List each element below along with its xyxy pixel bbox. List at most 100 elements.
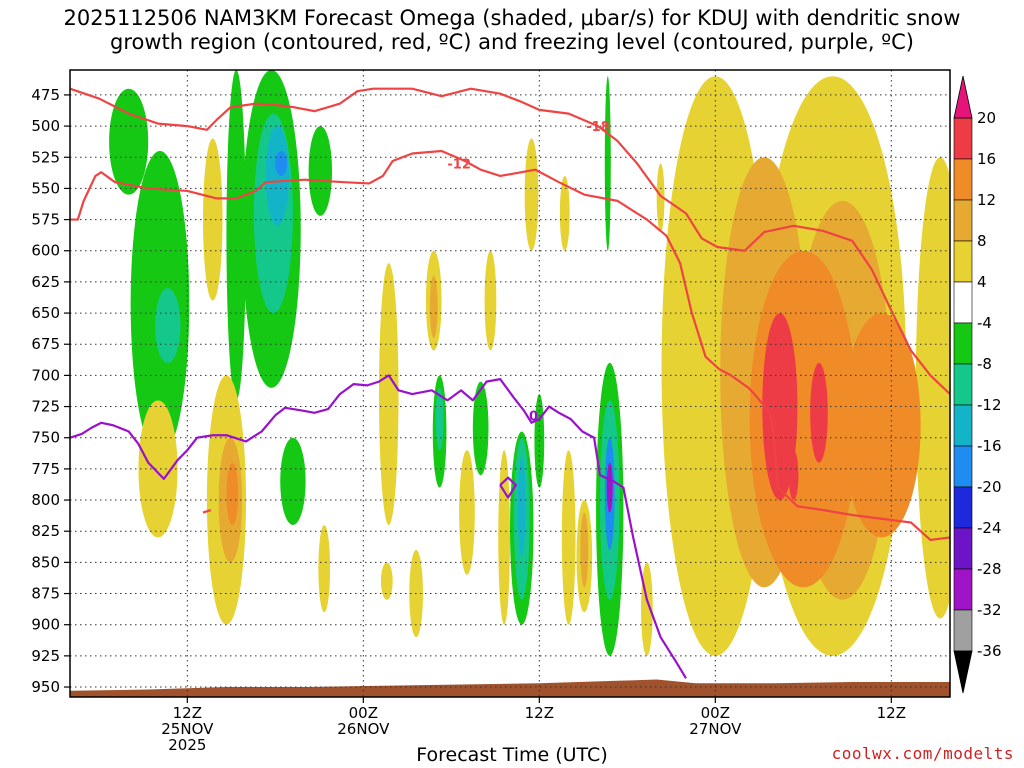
y-tick-label: 550 — [31, 179, 60, 197]
omega-region — [656, 163, 665, 233]
x-axis-title: Forecast Time (UTC) — [416, 744, 608, 766]
x-tick-label: 26NOV — [337, 720, 390, 738]
omega-region — [484, 250, 497, 351]
y-tick-label: 750 — [31, 429, 60, 447]
x-tick-label: 00Z — [349, 704, 378, 722]
x-tick-label: 12Z — [877, 704, 906, 722]
y-tick-label: 600 — [31, 242, 60, 260]
colorbar-label: 12 — [977, 191, 996, 209]
omega-region — [429, 275, 438, 339]
terrain-surface — [70, 679, 950, 697]
colorbar-label: -36 — [977, 642, 1002, 660]
omega-region — [472, 381, 489, 476]
colorbar-bin — [953, 158, 973, 201]
omega-region — [435, 387, 444, 451]
colorbar-label: -24 — [977, 519, 1002, 537]
colorbar-label: 20 — [977, 109, 996, 127]
colorbar-bin — [953, 568, 973, 611]
colorbar-bin — [953, 363, 973, 406]
y-tick-label: 675 — [31, 335, 60, 353]
omega-region — [559, 175, 570, 251]
x-tick-label: 12Z — [525, 704, 554, 722]
colorbar-label: -28 — [977, 560, 1002, 578]
colorbar-label: 4 — [977, 273, 987, 291]
omega-region — [318, 524, 331, 613]
omega-region — [524, 138, 539, 251]
omega-region — [155, 288, 181, 363]
dgz-contour — [202, 508, 212, 514]
chart-title-line-2: growth region (contoured, red, ºC) and f… — [110, 30, 914, 54]
omega-region — [561, 450, 576, 625]
y-tick-label: 500 — [31, 117, 60, 135]
terrain — [70, 679, 950, 697]
omega-region — [380, 562, 393, 600]
omega-region — [109, 88, 149, 195]
colorbar-top-arrow — [953, 75, 973, 119]
omega-region — [606, 462, 613, 513]
y-tick-label: 525 — [31, 148, 60, 166]
freezing-contour — [70, 374, 687, 679]
dgz-contour — [70, 87, 950, 395]
y-tick-label: 650 — [31, 304, 60, 322]
omega-region — [275, 151, 288, 176]
omega-region — [842, 313, 921, 538]
omega-region — [517, 456, 526, 557]
y-tick-label: 850 — [31, 553, 60, 571]
y-tick-label: 875 — [31, 585, 60, 603]
colorbar-bin — [953, 240, 973, 283]
colorbar-bin — [953, 117, 973, 160]
contour-label: -12 — [447, 157, 471, 172]
omega-region — [762, 313, 798, 501]
y-tick-label: 575 — [31, 211, 60, 229]
colorbar-label: -32 — [977, 601, 1002, 619]
y-tick-label: 475 — [31, 86, 60, 104]
omega-region — [138, 400, 178, 538]
plot-frame — [69, 69, 951, 698]
colorbar-bin — [953, 281, 973, 324]
colorbar-label: 16 — [977, 150, 996, 168]
y-tick-label: 900 — [31, 616, 60, 634]
x-tick-label: 25NOV — [161, 720, 214, 738]
credit-text: coolwx.com/modelts — [831, 744, 1014, 763]
omega-region — [202, 138, 223, 301]
chart-title-line-1: 2025112506 NAM3KM Forecast Omega (shaded… — [63, 6, 961, 30]
colorbar-bin — [953, 404, 973, 447]
colorbar-bottom-arrow — [953, 650, 973, 694]
contours: -18 -12 0 — [70, 87, 950, 679]
colorbar-bin — [953, 322, 973, 365]
grid — [70, 70, 950, 697]
x-tick-label: 27NOV — [689, 720, 742, 738]
omega-region — [308, 126, 333, 216]
colorbar: 20 16 12 8 4 -4 -8 -12 -16 -20 -24 -28 -32 -36 — [953, 75, 1002, 694]
contour-label: -18 — [586, 120, 610, 135]
omega-region — [459, 450, 475, 575]
omega-region — [226, 462, 239, 525]
colorbar-bin — [953, 486, 973, 529]
omega-region — [580, 512, 589, 588]
y-tick-label: 925 — [31, 647, 60, 665]
colorbar-label: -8 — [977, 355, 992, 373]
x-tick-label: 2025 — [168, 736, 206, 754]
y-axis: 475 500 525 550 575 600 625 650 675 700 725 750 775 8… — [31, 86, 70, 696]
y-tick-label: 800 — [31, 491, 60, 509]
colorbar-label: -12 — [977, 396, 1002, 414]
omega-region — [280, 437, 306, 525]
y-tick-label: 775 — [31, 460, 60, 478]
y-tick-label: 825 — [31, 522, 60, 540]
y-tick-label: 625 — [31, 273, 60, 291]
y-tick-label: 950 — [31, 678, 60, 696]
contour-label: 0 — [529, 409, 538, 424]
omega-region — [226, 70, 247, 401]
colorbar-bin — [953, 527, 973, 570]
dgz-contour — [70, 149, 950, 542]
x-tick-label: 00Z — [701, 704, 730, 722]
y-tick-label: 725 — [31, 398, 60, 416]
omega-region — [810, 362, 828, 463]
x-tick-label: 12Z — [173, 704, 202, 722]
colorbar-label: 8 — [977, 232, 987, 250]
omega-region — [265, 126, 290, 226]
omega-region — [604, 76, 611, 251]
colorbar-label: -20 — [977, 478, 1002, 496]
